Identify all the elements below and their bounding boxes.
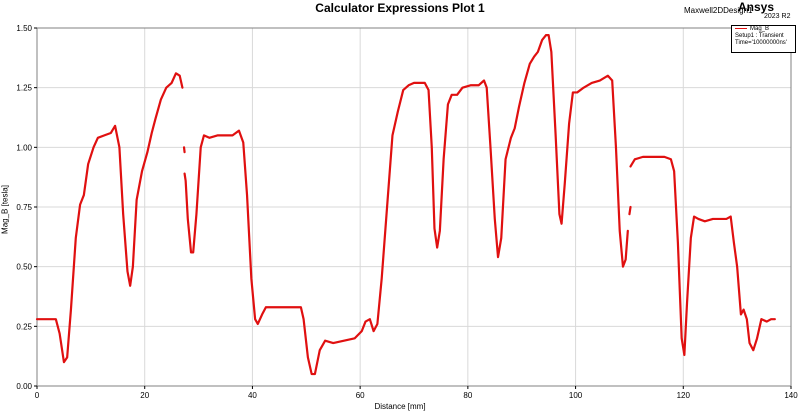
y-tick-label: 0.50 bbox=[16, 263, 32, 272]
y-tick-label: 0.75 bbox=[16, 203, 32, 212]
x-tick-label: 60 bbox=[356, 391, 365, 400]
legend-time: Time='10000000ns' bbox=[735, 40, 787, 46]
legend-swatch bbox=[735, 27, 747, 29]
series-layer bbox=[35, 34, 776, 376]
legend-setup: Setup1 : Transient bbox=[735, 33, 784, 39]
x-tick-label: 0 bbox=[35, 391, 40, 400]
y-tick-label: 0.25 bbox=[16, 322, 32, 331]
legend-entry-mag-b[interactable]: Mag_B bbox=[732, 26, 795, 33]
y-tick-label: 1.00 bbox=[16, 143, 32, 152]
y-tick-label: 1.50 bbox=[16, 24, 32, 33]
series-line-mag-b bbox=[628, 205, 632, 216]
tick-labels: 0 20 40 60 80 100 120 140 0.00 0.25 0.50 0.75 1.00 1.… bbox=[16, 24, 798, 400]
chart-title: Calculator Expressions Plot 1 bbox=[315, 1, 485, 15]
x-tick-label: 140 bbox=[784, 391, 798, 400]
series-line-mag-b bbox=[35, 72, 184, 364]
legend[interactable]: Mag_B Setup1 : Transient Time='10000000n… bbox=[731, 25, 796, 53]
x-tick-label: 20 bbox=[140, 391, 149, 400]
y-tick-label: 0.00 bbox=[16, 382, 32, 391]
brand-logo: Ansys bbox=[738, 0, 775, 14]
x-tick-label: 40 bbox=[248, 391, 257, 400]
series-line-mag-b bbox=[183, 34, 629, 376]
axis-layer bbox=[34, 27, 792, 389]
x-axis-label: Distance [mm] bbox=[374, 402, 426, 411]
series-line-mag-b bbox=[629, 155, 776, 357]
y-tick-label: 1.25 bbox=[16, 84, 32, 93]
y-axis-label: Mag_B [tesla] bbox=[0, 185, 10, 234]
design-name: Maxwell2DDesign1 bbox=[684, 6, 753, 15]
legend-series-label: Mag_B bbox=[750, 26, 770, 32]
brand-version: 2023 R2 bbox=[764, 13, 791, 20]
x-tick-label: 80 bbox=[463, 391, 472, 400]
series-line-mag-b bbox=[182, 146, 186, 154]
grid-layer bbox=[36, 27, 792, 387]
x-tick-label: 120 bbox=[677, 391, 691, 400]
x-tick-label: 100 bbox=[569, 391, 583, 400]
